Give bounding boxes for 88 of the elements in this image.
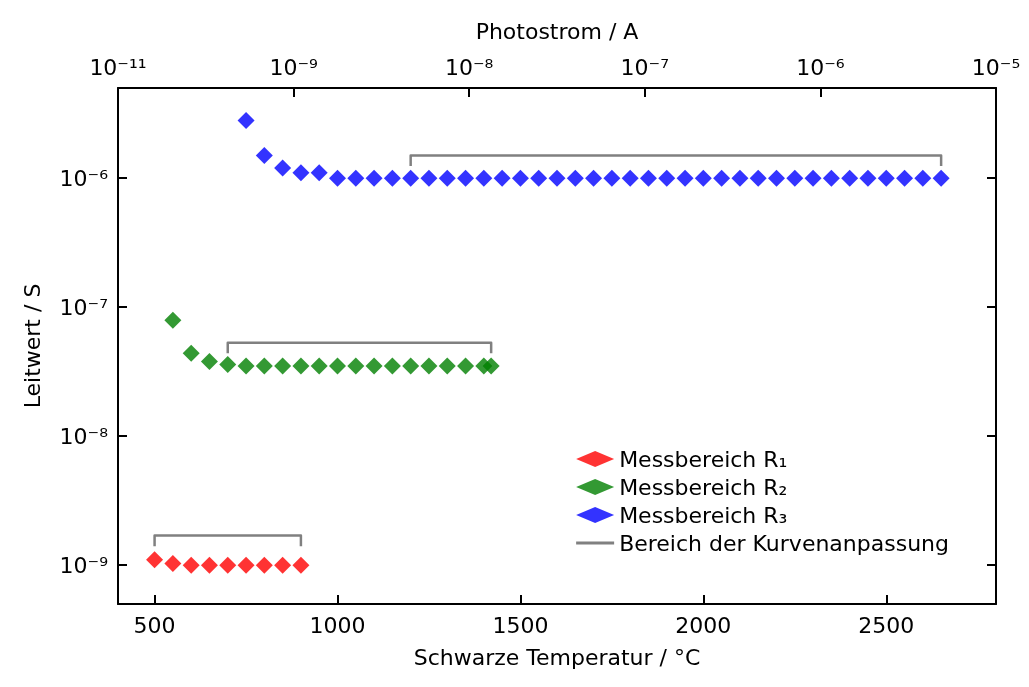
point [530,169,548,187]
point [329,357,346,375]
x-tick-label: 1000 [309,612,366,638]
x-tick-label: 2500 [858,612,915,638]
point [255,556,273,574]
x2-axis-title: Photostrom / A [475,18,639,44]
point [482,357,500,375]
point [219,355,237,373]
text: 10⁻¹¹ [89,54,147,80]
point [932,169,950,187]
point [603,169,621,187]
point [749,169,767,187]
point [292,357,310,375]
point [219,556,237,574]
point [438,169,456,187]
point [146,551,164,569]
point [164,555,182,573]
point [329,169,346,187]
point [200,556,218,574]
point [237,357,255,375]
text: 10⁻⁶ [796,54,845,80]
point [768,169,785,187]
point [402,169,420,187]
point [658,169,676,187]
point [859,169,877,187]
point [694,169,712,187]
point [274,556,292,574]
point [457,169,475,187]
point [566,169,584,187]
point [841,169,859,187]
y-tick-label: 10⁻⁷ [59,294,108,320]
point [347,357,365,375]
x-tick-label: 1500 [492,612,549,638]
point [786,169,804,187]
point [383,169,401,187]
legend-label: Messbereich R₁ [619,446,788,472]
point [255,146,273,164]
text: 10⁻⁸ [444,54,494,80]
point [877,169,895,187]
point [365,169,383,187]
point [182,344,200,362]
legend-label: Messbereich R₂ [619,474,788,500]
point [365,357,383,375]
text: 10⁻⁵ [971,54,1021,80]
point [804,169,822,187]
point [310,164,328,182]
y-tick-label: 10⁻⁸ [59,423,109,449]
point [639,169,657,187]
y-axis-title: Leitwert / S [19,283,45,409]
point [475,169,493,187]
point [200,352,218,370]
y-tick-label: 10⁻⁶ [59,165,109,191]
text: 10⁻⁷ [620,54,670,80]
point [383,357,401,375]
point [292,164,310,182]
point [713,169,731,187]
point [548,169,566,187]
point [822,169,840,187]
point [493,169,511,187]
point [347,169,365,187]
point [237,111,255,129]
point [292,556,310,574]
x-tick-label: 2000 [675,612,732,638]
point [914,169,932,187]
point [621,169,639,187]
point [255,357,273,375]
legend-label: Messbereich R₃ [619,502,788,528]
point [420,357,438,375]
point [182,556,200,574]
point [402,357,420,375]
point [164,311,182,329]
text: 10⁻⁹ [269,54,318,80]
point [274,159,292,177]
point [420,169,438,187]
point [896,169,914,187]
y-tick-label: 10⁻⁹ [59,552,108,578]
point [274,357,292,375]
x-axis-title: Schwarze Temperatur / °C [413,644,701,670]
point [511,169,529,187]
point [731,169,749,187]
point [237,556,255,574]
point [457,357,475,375]
point [438,357,456,375]
legend-label: Bereich der Kurvenanpassung [619,530,949,556]
x-tick-label: 500 [133,612,176,638]
point [676,169,694,187]
point [585,169,603,187]
point [310,357,328,375]
